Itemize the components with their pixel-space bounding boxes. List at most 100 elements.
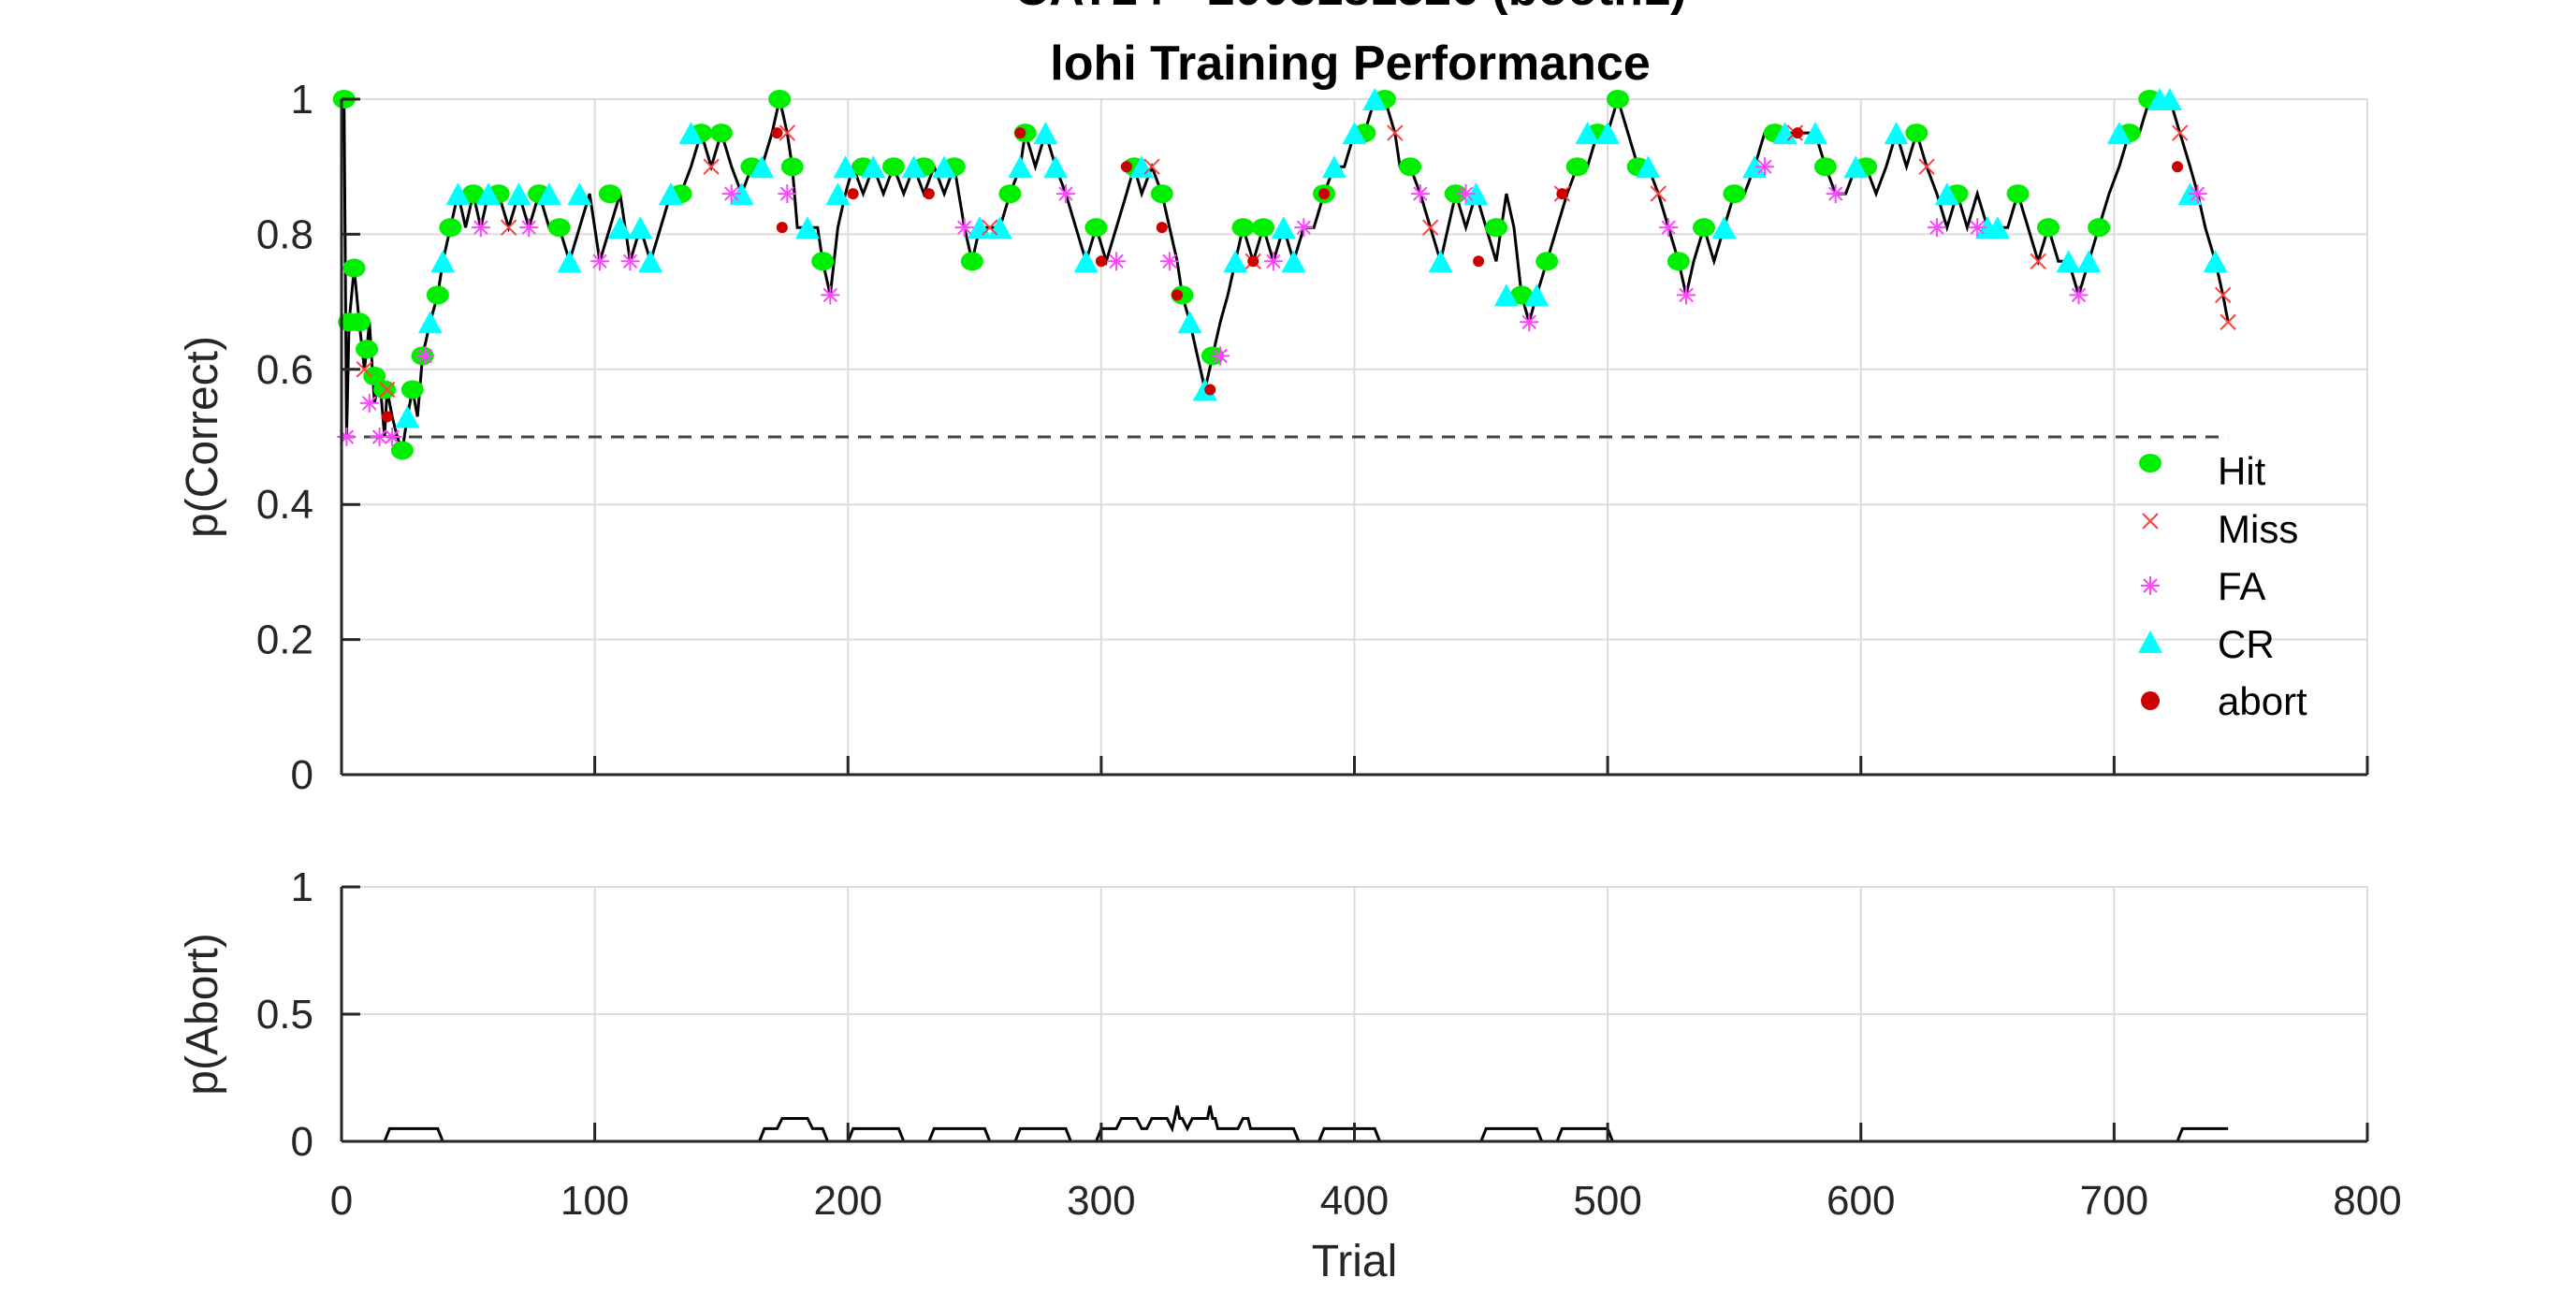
legend-fa-marker	[2141, 576, 2160, 595]
hit-marker	[881, 157, 905, 177]
cr-marker	[1934, 182, 1959, 206]
hit-marker	[547, 218, 571, 238]
cr-marker	[536, 182, 561, 206]
cr-marker	[861, 155, 886, 179]
fa-marker	[1677, 285, 1696, 305]
abort-marker	[1014, 127, 1026, 139]
abort-marker	[2172, 161, 2184, 173]
abort-x-tick-label: 300	[1067, 1178, 1135, 1224]
miss-marker	[2030, 253, 2046, 269]
hit-marker	[1666, 252, 1690, 271]
fa-marker	[1754, 157, 1774, 177]
fa-marker	[954, 218, 974, 238]
fa-marker	[1659, 218, 1679, 238]
cr-marker	[1742, 155, 1768, 179]
fa-marker	[1456, 184, 1476, 204]
abort-marker	[1792, 127, 1804, 139]
legend-miss-marker	[2142, 513, 2159, 530]
abort-marker	[923, 188, 935, 200]
cr-marker	[1803, 122, 1828, 145]
legend-abort-marker	[2141, 691, 2160, 710]
legend-item-fa: FA	[2141, 564, 2265, 608]
cr-marker	[1033, 122, 1058, 145]
legend-item-cr: CR	[2138, 622, 2275, 666]
cr-marker	[1985, 216, 2010, 240]
cr-marker	[1177, 311, 1202, 334]
abort-marker	[847, 188, 859, 200]
cr-marker	[1524, 283, 1550, 307]
abort-y-axis-label: p(Abort)	[178, 933, 227, 1095]
cr-marker	[607, 216, 633, 240]
fa-marker	[415, 346, 435, 366]
fa-marker	[1263, 252, 1283, 271]
abort-marker	[1156, 222, 1168, 234]
cr-marker	[987, 216, 1012, 240]
hit-marker	[1084, 218, 1108, 238]
hit-marker	[768, 90, 792, 109]
fa-marker	[1826, 184, 1845, 204]
hit-marker	[598, 184, 621, 204]
cr-marker	[1073, 250, 1099, 273]
cr-marker	[628, 216, 653, 240]
miss-marker	[1421, 219, 1439, 236]
legend-abort-label: abort	[2218, 679, 2307, 723]
abort-marker	[1556, 188, 1568, 200]
cr-marker	[1281, 250, 1306, 273]
abort-marker	[1247, 255, 1259, 268]
cr-marker	[1043, 155, 1069, 179]
abort-axes: 0 100 200 300 400 500 600 700 800 0 0.5 1	[256, 864, 2402, 1224]
performance-y-tick-label: 0.2	[256, 617, 313, 663]
hit-marker	[1150, 184, 1173, 204]
hit-marker	[960, 252, 983, 271]
hit-marker	[1565, 157, 1589, 177]
performance-y-axis-label: p(Correct)	[178, 336, 227, 538]
abort-x-tick-label: 100	[560, 1178, 629, 1224]
miss-marker	[1387, 124, 1404, 141]
miss-marker	[982, 219, 998, 236]
abort-marker	[1318, 188, 1331, 200]
fa-marker	[1927, 218, 1946, 238]
hit-marker	[2088, 218, 2111, 238]
cr-marker	[417, 311, 443, 334]
fa-marker	[1520, 312, 1539, 332]
abort-y-tick-label: 0	[291, 1119, 313, 1165]
abort-x-axis-label: Trial	[1312, 1237, 1398, 1286]
performance-y-tick-label: 0.6	[256, 347, 313, 393]
abort-x-tick-label: 400	[1320, 1178, 1389, 1224]
fa-marker	[821, 285, 840, 305]
cr-marker	[638, 250, 663, 273]
hit-marker	[426, 285, 449, 305]
performance-axes: 0 0.2 0.4 0.6 0.8 1	[256, 77, 2369, 798]
cr-marker	[2203, 250, 2228, 273]
cr-marker	[430, 250, 456, 273]
fa-marker	[620, 252, 640, 271]
hit-marker	[390, 441, 414, 460]
abort-marker	[1120, 161, 1132, 173]
hit-marker	[356, 340, 379, 359]
abort-marker	[1204, 384, 1216, 396]
cr-marker	[1271, 216, 1296, 240]
performance-plot: 0 0.2 0.4 0.6 0.8 1 p(Correct) Hit Miss FA	[178, 77, 2369, 798]
cr-marker	[1595, 122, 1621, 145]
cr-marker	[557, 250, 582, 273]
hit-marker	[1231, 218, 1255, 238]
abort-y-tick-label: 0.5	[256, 992, 313, 1038]
miss-marker	[500, 219, 517, 236]
hit-marker	[1252, 218, 1275, 238]
cr-marker	[475, 182, 501, 206]
legend-item-hit: Hit	[2139, 449, 2266, 493]
fa-marker	[383, 428, 402, 446]
hit-marker	[1813, 157, 1837, 177]
fa-marker	[1159, 252, 1179, 271]
cr-marker	[1342, 122, 1367, 145]
abort-x-tick-label: 600	[1826, 1178, 1895, 1224]
cr-marker	[2076, 250, 2102, 273]
cr-marker	[1884, 122, 1909, 145]
cr-marker	[825, 182, 851, 206]
hit-marker	[363, 367, 386, 386]
hit-marker	[400, 380, 424, 399]
cr-marker	[794, 216, 820, 240]
abort-x-tick-label: 700	[2080, 1178, 2148, 1224]
cr-marker	[506, 182, 531, 206]
